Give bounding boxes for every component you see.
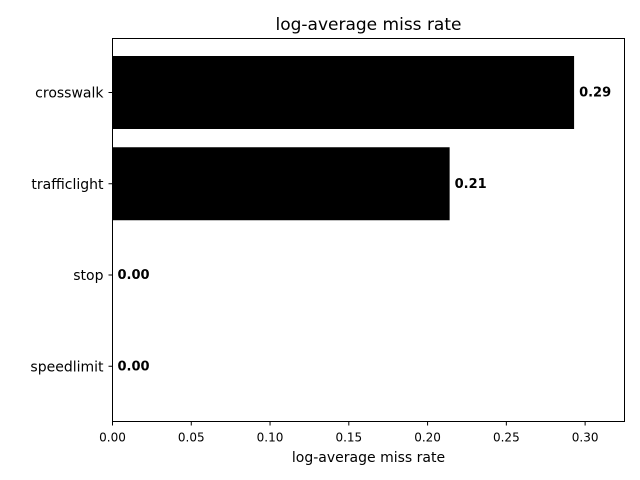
x-tick-label: 0.25	[493, 431, 520, 445]
x-tick-label: 0.10	[257, 431, 284, 445]
bar-trafficlight	[112, 147, 450, 221]
x-tick-label: 0.15	[335, 431, 362, 445]
x-tick-label: 0.05	[178, 431, 205, 445]
x-tick-label: 0.00	[99, 431, 126, 445]
y-tick-label-stop: stop	[73, 268, 103, 284]
bar-crosswalk	[112, 56, 575, 129]
plot-frame	[112, 38, 625, 422]
data-label-trafficlight: 0.21	[455, 177, 487, 192]
data-label-speedlimit: 0.00	[118, 359, 150, 374]
x-tick-label: 0.30	[572, 431, 599, 445]
y-tick-label-speedlimit: speedlimit	[30, 359, 104, 375]
y-tick-label-trafficlight: trafficlight	[31, 177, 104, 193]
y-tick-label-crosswalk: crosswalk	[35, 86, 104, 102]
x-axis-label: log-average miss rate	[292, 450, 445, 466]
data-label-crosswalk: 0.29	[579, 86, 611, 101]
data-label-stop: 0.00	[118, 268, 150, 283]
x-tick-label: 0.20	[414, 431, 441, 445]
chart-title: log-average miss rate	[276, 15, 462, 35]
